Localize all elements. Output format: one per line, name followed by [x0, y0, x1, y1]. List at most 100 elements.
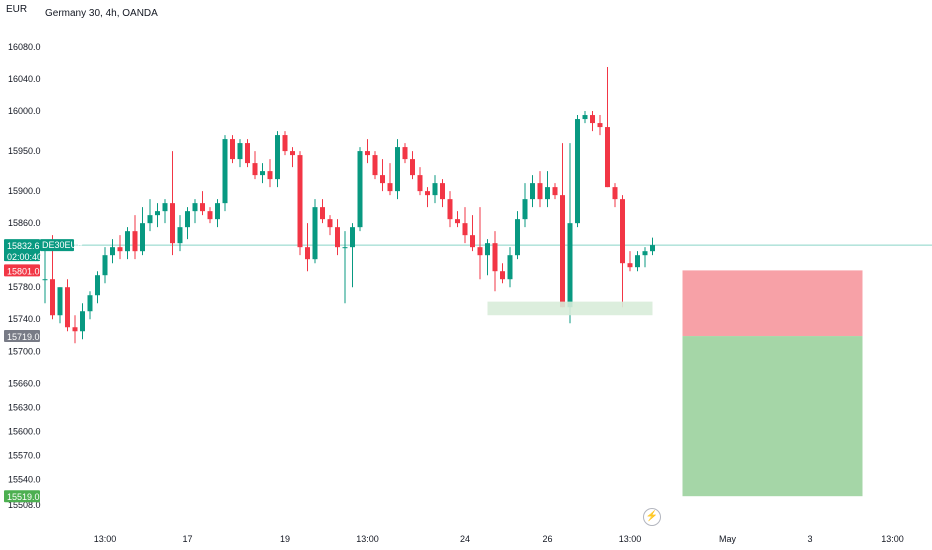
candle-body — [177, 227, 183, 244]
price-tick-label: 15740.0 — [8, 314, 41, 324]
candle-body — [207, 211, 213, 220]
take-profit-zone — [682, 336, 863, 497]
candle-body — [80, 311, 85, 332]
candle-body — [545, 187, 550, 200]
candle-body — [155, 211, 160, 216]
candle-body — [57, 287, 63, 316]
candle-body — [297, 155, 303, 248]
candle-body — [192, 203, 198, 212]
candle-body — [185, 211, 190, 228]
candle-body — [560, 195, 565, 308]
time-tick-label: 13:00 — [356, 534, 379, 544]
candle-body — [312, 207, 318, 260]
candle-body — [582, 115, 588, 120]
candle-body — [87, 295, 93, 312]
candle-body — [72, 327, 78, 332]
candle-body — [552, 187, 558, 196]
entry-price-badge — [4, 330, 40, 343]
candle-body — [455, 219, 460, 224]
currency-label: EUR — [6, 4, 28, 15]
candle-body — [447, 199, 453, 220]
candle-body — [230, 139, 235, 160]
time-tick-label: 13:00 — [881, 534, 904, 544]
candle-body — [335, 227, 340, 248]
lightning-icon[interactable]: ⚡ — [643, 508, 661, 526]
time-tick-label: 24 — [460, 534, 470, 544]
candle-body — [102, 255, 108, 276]
price-tick-label: 15508.0 — [8, 500, 41, 510]
target-price-badge — [4, 490, 40, 503]
price-tick-label: 16040.0 — [8, 74, 41, 84]
time-tick-label: May — [719, 534, 737, 544]
price-tick-label: 15700.0 — [8, 346, 41, 356]
candles-layer — [40, 67, 932, 344]
support-zone — [487, 301, 653, 316]
candle-body — [305, 247, 310, 260]
candle-body — [627, 263, 633, 268]
zones-layer — [487, 270, 863, 497]
symbol-badge — [40, 239, 74, 252]
entry-price-badge-text: 15719.0 — [7, 332, 40, 342]
candle-body — [260, 171, 265, 176]
candle-body — [222, 139, 228, 204]
candle-body — [605, 127, 610, 188]
candle-body — [485, 243, 490, 256]
candle-body — [252, 163, 258, 176]
price-tick-label: 15630.0 — [8, 402, 41, 412]
candle-body — [267, 171, 273, 180]
candle-body — [117, 247, 123, 252]
candle-body — [365, 151, 370, 156]
candle-body — [537, 183, 543, 200]
candle-body — [642, 251, 648, 256]
candle-body — [237, 143, 243, 160]
candle-body — [590, 115, 595, 124]
candle-body — [125, 231, 130, 252]
candle-body — [567, 223, 573, 308]
candle-body — [320, 207, 325, 220]
candle-body — [575, 119, 580, 224]
candle-body — [170, 203, 175, 244]
candle-body — [440, 183, 445, 200]
time-tick-label: 3 — [807, 534, 812, 544]
price-tick-label: 15780.0 — [8, 282, 41, 292]
candle-body — [215, 203, 220, 220]
candle-body — [290, 151, 295, 156]
time-tick-label: 17 — [182, 534, 192, 544]
price-tick-label: 15860.0 — [8, 218, 41, 228]
candle-body — [342, 247, 348, 249]
price-tick-label: 15950.0 — [8, 146, 41, 156]
candle-body — [597, 123, 603, 128]
candle-body — [380, 175, 385, 184]
candle-body — [462, 223, 468, 236]
candle-body — [162, 203, 168, 212]
candle-body — [620, 199, 625, 264]
candle-body — [372, 155, 378, 176]
candle-body — [245, 143, 250, 164]
candle-body — [402, 147, 408, 160]
stop-loss-zone — [682, 270, 863, 337]
candle-body — [530, 183, 535, 200]
candle-body — [417, 175, 423, 192]
candle-body — [522, 199, 528, 220]
candle-body — [507, 255, 513, 280]
candle-body — [387, 183, 393, 192]
candle-body — [612, 187, 618, 200]
candle-body — [200, 203, 205, 212]
current-price-badge-text: 15832.6 — [7, 241, 40, 251]
candle-body — [42, 279, 48, 281]
candle-body — [492, 243, 498, 272]
candle-body — [395, 147, 400, 192]
stop-price-badge — [4, 264, 40, 277]
candle-body — [357, 151, 363, 228]
price-tick-label: 16080.0 — [8, 42, 41, 52]
time-tick-label: 19 — [280, 534, 290, 544]
candle-body — [65, 287, 70, 328]
price-tick-label: 15900.0 — [8, 186, 41, 196]
symbol-title[interactable]: Germany 30, 4h, OANDA — [45, 8, 158, 19]
price-tick-label: 15660.0 — [8, 378, 41, 388]
time-tick-label: 26 — [542, 534, 552, 544]
candle-body — [635, 255, 640, 268]
